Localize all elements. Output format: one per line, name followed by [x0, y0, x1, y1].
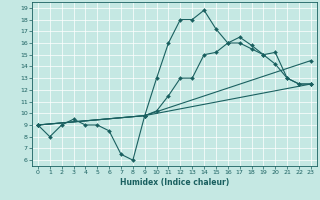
- X-axis label: Humidex (Indice chaleur): Humidex (Indice chaleur): [120, 178, 229, 187]
